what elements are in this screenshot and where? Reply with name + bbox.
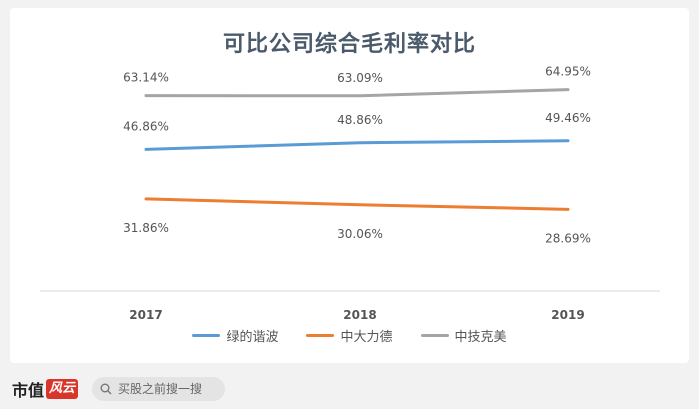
data-label: 63.09% (337, 71, 383, 85)
legend-item: 中大力德 (306, 326, 393, 345)
search-box[interactable]: 买股之前搜一搜 (92, 376, 226, 401)
chart-title: 可比公司综合毛利率对比 (222, 32, 476, 57)
brand-logo[interactable]: 市值 风云 (12, 377, 79, 401)
legend-swatch (420, 334, 449, 337)
data-label: 48.86% (337, 113, 383, 127)
data-label: 64.95% (545, 65, 591, 79)
x-tick-label: 2019 (551, 308, 584, 322)
data-label: 31.86% (123, 221, 169, 235)
data-label: 49.46% (545, 111, 591, 125)
series-line (144, 88, 570, 98)
search-icon (100, 383, 112, 394)
x-tick-label: 2017 (129, 308, 162, 322)
chart-card: 可比公司综合毛利率对比 2017 2018 2019 46.86% 48.86% 49.4… (10, 8, 689, 363)
data-label: 30.06% (337, 227, 383, 241)
x-tick-label: 2018 (343, 308, 376, 322)
legend-label: 中技克美 (454, 330, 507, 345)
search-placeholder: 买股之前搜一搜 (118, 382, 203, 396)
footer-bar: 市值 风云 买股之前搜一搜 (0, 368, 699, 409)
logo-box: 风云 (46, 378, 79, 399)
line-chart: 2017 2018 2019 46.86% 48.86% 49.46% 31.86% 30.0… (40, 65, 660, 322)
data-label: 46.86% (123, 119, 169, 133)
legend-item: 绿的谐波 (192, 326, 278, 345)
series-line (144, 139, 570, 151)
data-label: 28.69% (545, 231, 591, 245)
series-line (144, 197, 570, 211)
legend-label: 中大力德 (340, 330, 393, 345)
data-label: 63.14% (123, 71, 169, 85)
legend-item: 中技克美 (420, 326, 507, 345)
legend-label: 绿的谐波 (226, 330, 279, 345)
legend-swatch (306, 334, 335, 337)
chart-legend: 绿的谐波 中大力德 中技克美 (10, 326, 689, 345)
legend-swatch (192, 334, 221, 337)
logo-text: 市值 (12, 380, 45, 400)
